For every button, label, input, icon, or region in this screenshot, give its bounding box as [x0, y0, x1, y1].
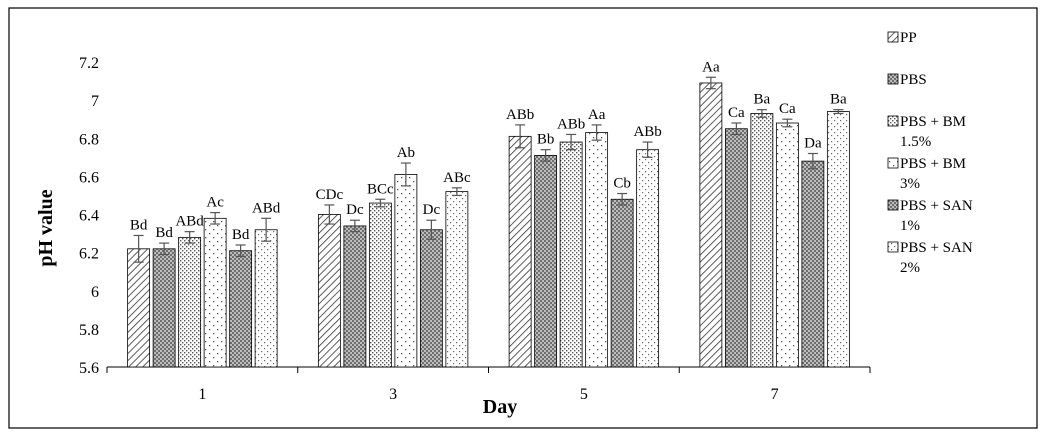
legend-label: 2% [900, 260, 920, 276]
legend-swatch [887, 115, 899, 127]
legend-label: PBS + SAN [900, 240, 973, 256]
legend-label: PBS + BM [900, 114, 966, 130]
legend: PP PBS PBS + BM 1.5% PBS + BM 3% PBS + SAN 1% PB… [887, 30, 973, 276]
bar [508, 135, 532, 368]
legend-swatch [887, 31, 899, 43]
legend-label: PBS [900, 72, 927, 88]
legend-label: PBS + SAN [900, 198, 973, 214]
y-tick-label: 6 [91, 284, 99, 301]
bar [445, 191, 469, 368]
data-label: ABc [443, 170, 471, 186]
x-tick-label: 5 [580, 386, 588, 403]
data-label: Ab [397, 145, 415, 161]
data-label: Bd [232, 227, 250, 243]
bar [254, 229, 278, 368]
data-label: Ac [206, 195, 224, 211]
bar [534, 155, 558, 368]
plot-area: Bd BdABdAcBdABdCDcDcBCcAbDcABcABbBbABbAaC… [127, 59, 850, 368]
legend-swatch [887, 199, 899, 211]
y-tick-label: 7.2 [79, 55, 99, 72]
legend-swatch [887, 241, 899, 253]
data-label: Ca [779, 101, 796, 117]
bar [203, 217, 227, 368]
legend-label: 1.5% [900, 134, 931, 150]
legend-swatch [887, 73, 899, 85]
y-tick-label: 5.6 [79, 360, 99, 377]
bar [724, 128, 748, 368]
legend-label: 1% [900, 218, 920, 234]
y-axis: 5.6 5.8 6 6.2 6.4 6.6 6.8 7 7.2 [79, 55, 99, 377]
bar [394, 174, 418, 368]
data-label: Da [804, 136, 822, 152]
bar [343, 225, 367, 368]
data-label: ABb [506, 107, 534, 123]
bar [368, 202, 392, 368]
data-label: Dc [346, 202, 364, 218]
bar [750, 113, 774, 368]
data-label: ABb [557, 116, 585, 132]
bar [826, 111, 850, 368]
y-tick-label: 6.4 [79, 208, 99, 225]
bar [801, 160, 825, 368]
x-tick-label: 3 [389, 386, 397, 403]
data-label: Cb [613, 176, 631, 192]
data-label: Aa [702, 59, 720, 75]
legend-label: 3% [900, 176, 920, 192]
data-label: ABd [252, 200, 281, 216]
x-axis-title: Day [483, 396, 517, 418]
bar [317, 214, 341, 368]
bar [178, 236, 202, 368]
data-label: Dc [423, 202, 441, 218]
bar [585, 132, 609, 368]
x-tick-label: 1 [198, 386, 206, 403]
y-tick-label: 5.8 [79, 322, 99, 339]
x-tick-label: 7 [771, 386, 779, 403]
legend-label: PBS + BM [900, 156, 966, 172]
bar [127, 248, 151, 368]
data-label: ABb [633, 124, 661, 140]
y-tick-label: 7 [91, 93, 99, 110]
data-label: Bb [537, 132, 555, 148]
data-label: Ca [728, 105, 745, 121]
legend-label: PP [900, 30, 917, 46]
data-label: BCc [367, 181, 394, 197]
data-label: Ba [754, 92, 771, 108]
data-label: ABd [175, 214, 204, 230]
bar [152, 248, 176, 368]
y-tick-label: 6.2 [79, 246, 99, 263]
y-axis-title: pH value [35, 189, 57, 266]
data-label: Ba [830, 92, 847, 108]
bar [559, 141, 583, 368]
data-label: Bd [130, 217, 148, 233]
bar [610, 198, 634, 368]
bar [229, 250, 253, 368]
bar [775, 122, 799, 368]
bar [419, 229, 443, 368]
y-tick-label: 6.6 [79, 169, 99, 186]
legend-swatch [887, 157, 899, 169]
bar [636, 149, 660, 368]
bar [699, 82, 723, 368]
data-label: Bd [155, 225, 173, 241]
data-label: Aa [588, 107, 606, 123]
y-tick-label: 6.8 [79, 131, 99, 148]
data-label: CDc [316, 187, 344, 203]
